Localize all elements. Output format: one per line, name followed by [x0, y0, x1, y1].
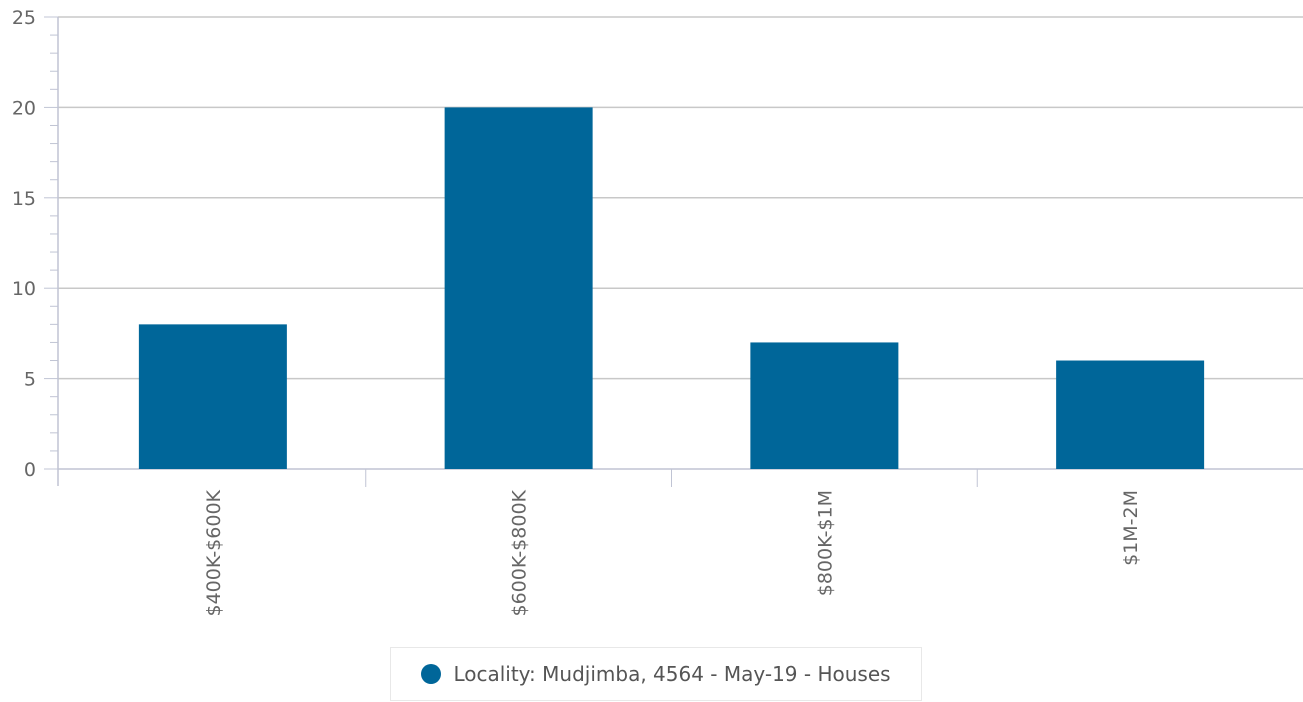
- circle-marker-icon: [421, 664, 442, 684]
- bar: [750, 342, 899, 469]
- bar: [138, 324, 287, 469]
- bar: [444, 107, 593, 470]
- y-tick-label: 10: [12, 278, 36, 300]
- y-tick-label: 15: [12, 188, 36, 210]
- bar: [1056, 360, 1205, 469]
- x-tick-label: $400K-$600K: [203, 489, 225, 616]
- chart-legend[interactable]: Locality: Mudjimba, 4564 - May-19 - Hous…: [390, 647, 922, 701]
- x-tick-label: $800K-$1M: [814, 490, 836, 596]
- y-tick-label: 0: [24, 459, 36, 481]
- y-tick-label: 20: [12, 97, 36, 119]
- x-tick-label: $600K-$800K: [509, 489, 531, 616]
- legend-label: Locality: Mudjimba, 4564 - May-19 - Hous…: [453, 662, 891, 686]
- x-tick-label: $1M-2M: [1120, 490, 1142, 566]
- y-tick-label: 5: [24, 369, 36, 391]
- y-tick-label: 25: [12, 7, 36, 29]
